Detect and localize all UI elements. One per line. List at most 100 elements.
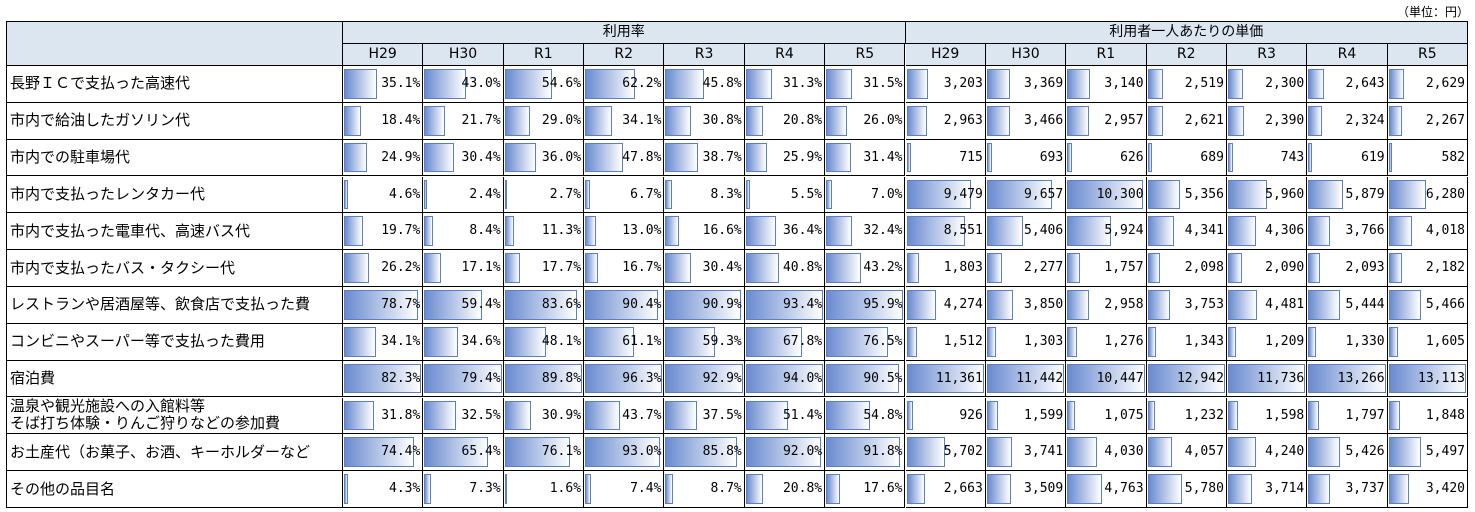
- value-cell: 1,232: [1146, 397, 1227, 435]
- value-label: 89.8%: [541, 370, 582, 386]
- data-bar: [1227, 69, 1244, 99]
- value-label: 93.0%: [622, 444, 662, 460]
- data-bar: [665, 363, 743, 394]
- value-label: 11,736: [1257, 370, 1305, 386]
- value-cell: 2,090: [1226, 250, 1308, 287]
- value-label: 2,093: [1345, 260, 1385, 276]
- value-cell: 20.8%: [744, 471, 826, 508]
- value-label: 8.7%: [710, 481, 742, 497]
- row-label: コンビニやスーパー等で支払った費用: [7, 323, 343, 361]
- value-cell: 2,277: [985, 250, 1067, 287]
- value-label: 10,447: [1096, 370, 1144, 386]
- value-cell: 47.8%: [584, 139, 665, 177]
- value-cell: 11,361: [905, 360, 986, 398]
- value-label: 5,960: [1265, 186, 1305, 202]
- data-bar: [745, 326, 802, 357]
- value-label: 3,850: [1024, 297, 1064, 312]
- value-cell: 1,512: [905, 323, 986, 361]
- value-cell: 2.7%: [503, 176, 585, 214]
- data-bar: [585, 253, 599, 283]
- value-label: 90.5%: [863, 370, 903, 386]
- value-cell: 40.8%: [744, 250, 826, 287]
- data-bar: [906, 437, 946, 468]
- data-bar: [665, 179, 673, 210]
- value-label: 5,426: [1345, 444, 1385, 460]
- value-label: 32.5%: [461, 407, 501, 423]
- row-label: レストランや居酒屋等、飲食店で支払った費: [7, 287, 343, 324]
- value-cell: 17.7%: [503, 250, 585, 287]
- data-bar: [1308, 216, 1331, 247]
- data-bar: [906, 105, 927, 136]
- value-cell: 3,741: [985, 434, 1067, 472]
- value-label: 582: [1441, 149, 1465, 165]
- value-label: 3,737: [1345, 481, 1385, 497]
- data-bar: [1067, 69, 1091, 99]
- value-cell: 6.7%: [584, 176, 665, 214]
- value-label: 2,958: [1104, 297, 1144, 312]
- data-bar: [504, 400, 532, 431]
- value-label: 1,330: [1345, 333, 1385, 349]
- value-cell: 5,702: [905, 434, 986, 472]
- data-bar: [986, 326, 996, 357]
- value-cell: 3,737: [1307, 471, 1388, 508]
- value-cell: 67.8%: [744, 323, 826, 361]
- data-bar: [906, 142, 912, 173]
- value-cell: 3,766: [1307, 213, 1388, 251]
- value-label: 6,280: [1425, 186, 1465, 202]
- value-label: 79.4%: [461, 370, 501, 386]
- value-label: 1,075: [1104, 407, 1144, 423]
- value-label: 16.7%: [622, 260, 662, 276]
- value-label: 2,098: [1184, 260, 1224, 276]
- value-label: 61.1%: [622, 333, 662, 349]
- value-cell: 715: [905, 139, 986, 177]
- value-label: 26.0%: [863, 112, 903, 128]
- data-bar: [585, 400, 621, 431]
- value-label: 38.7%: [702, 149, 742, 165]
- value-label: 13,113: [1418, 370, 1465, 386]
- value-label: 30.9%: [541, 407, 582, 423]
- value-cell: 78.7%: [343, 287, 424, 324]
- data-bar: [424, 142, 454, 173]
- data-bar: [1308, 69, 1324, 99]
- value-label: 29.0%: [541, 112, 582, 128]
- value-cell: 45.8%: [664, 66, 745, 103]
- value-label: 17.1%: [461, 260, 501, 276]
- value-label: 36.0%: [541, 149, 582, 165]
- value-cell: 1,605: [1387, 323, 1468, 361]
- value-cell: 1,075: [1066, 397, 1147, 435]
- data-bar: [665, 105, 692, 136]
- value-cell: 85.8%: [664, 434, 745, 472]
- row-label: 宿泊費: [7, 360, 343, 398]
- value-cell: 30.8%: [664, 102, 745, 140]
- data-bar: [585, 105, 613, 136]
- value-label: 7.4%: [630, 481, 662, 497]
- value-cell: 7.3%: [423, 471, 504, 508]
- value-label: 9,657: [1024, 186, 1064, 202]
- value-cell: 4,274: [905, 287, 986, 324]
- value-cell: 4.3%: [343, 471, 424, 508]
- value-label: 43.7%: [622, 407, 662, 423]
- value-label: 96.3%: [622, 370, 662, 386]
- value-cell: 11.3%: [503, 213, 585, 251]
- data-bar: [1067, 290, 1090, 320]
- value-cell: 2,621: [1146, 102, 1227, 140]
- value-cell: 5,960: [1226, 176, 1308, 214]
- data-bar: [1388, 253, 1402, 283]
- value-label: 59.3%: [702, 333, 742, 349]
- data-bar: [1067, 400, 1076, 431]
- value-label: 13.0%: [622, 223, 662, 239]
- value-cell: 59.3%: [664, 323, 745, 361]
- data-bar: [585, 142, 624, 173]
- value-label: 4,763: [1104, 481, 1144, 497]
- value-cell: 16.7%: [584, 250, 665, 287]
- value-cell: 743: [1226, 139, 1308, 177]
- value-cell: 2,390: [1226, 102, 1308, 140]
- data-bar: [1147, 253, 1161, 283]
- value-label: 1,209: [1265, 333, 1305, 349]
- value-cell: 1,797: [1307, 397, 1388, 435]
- data-bar: [906, 363, 984, 394]
- value-cell: 7.0%: [825, 176, 906, 214]
- value-label: 1,598: [1265, 407, 1305, 423]
- data-bar: [1227, 363, 1306, 394]
- year-header: R5: [1387, 44, 1468, 66]
